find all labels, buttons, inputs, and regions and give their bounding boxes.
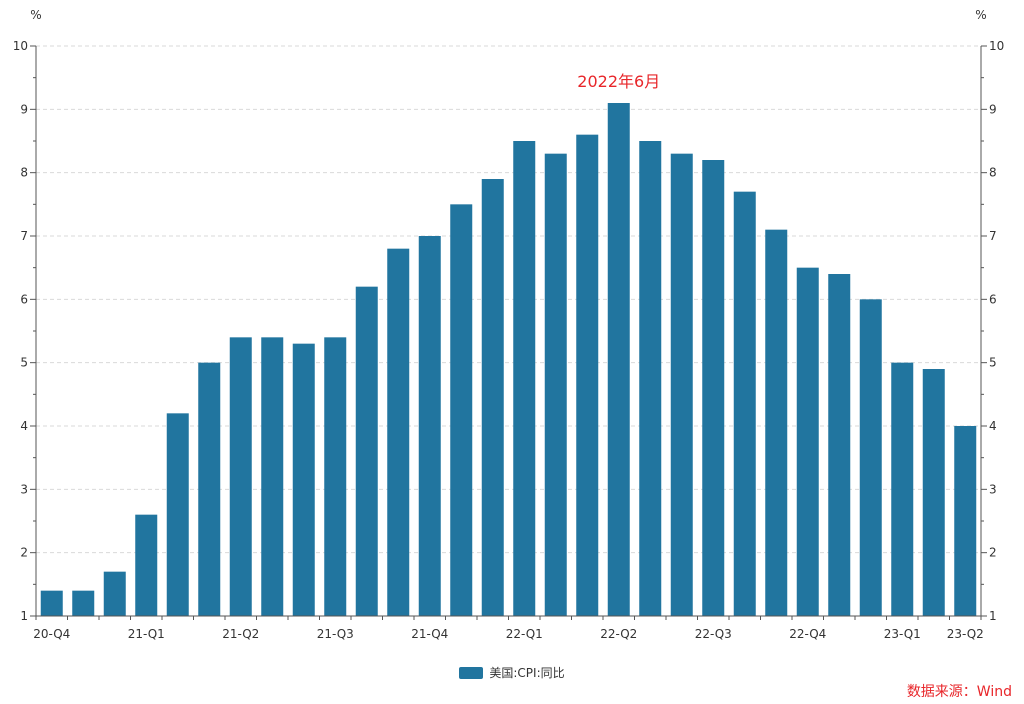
bar[interactable] xyxy=(765,229,788,616)
x-tick-label: 22-Q2 xyxy=(600,627,637,641)
y-tick-label-right: 3 xyxy=(989,482,997,496)
bar[interactable] xyxy=(544,153,567,616)
x-tick-label: 23-Q2 xyxy=(947,627,984,641)
x-tick-label: 21-Q2 xyxy=(222,627,259,641)
x-tick-label: 23-Q1 xyxy=(884,627,921,641)
y-tick-label-right: 9 xyxy=(989,102,997,116)
y-tick-label-right: 6 xyxy=(989,292,997,306)
bar[interactable] xyxy=(954,426,977,616)
bar[interactable] xyxy=(40,590,63,616)
y-tick-label-right: 5 xyxy=(989,356,997,370)
bar[interactable] xyxy=(733,191,756,616)
bar[interactable] xyxy=(229,337,252,616)
y-unit-right: % xyxy=(975,8,986,22)
bar[interactable] xyxy=(261,337,284,616)
y-tick-label-left: 8 xyxy=(20,166,28,180)
y-tick-label-left: 4 xyxy=(20,419,28,433)
x-tick-label: 21-Q1 xyxy=(128,627,165,641)
y-tick-label-left: 5 xyxy=(20,356,28,370)
bar[interactable] xyxy=(576,134,599,616)
bar-series xyxy=(40,103,977,617)
bar[interactable] xyxy=(135,514,158,616)
x-tick-label: 22-Q1 xyxy=(506,627,543,641)
bar[interactable] xyxy=(828,274,851,616)
y-tick-label-left: 7 xyxy=(20,229,28,243)
legend-swatch xyxy=(459,666,484,679)
peak-annotation: 2022年6月 xyxy=(577,72,660,91)
x-tick-label: 22-Q4 xyxy=(789,627,826,641)
legend-label: 美国:CPI:同比 xyxy=(489,666,565,680)
grid-lines xyxy=(36,45,981,554)
bar[interactable] xyxy=(796,267,819,616)
y-tick-label-left: 3 xyxy=(20,482,28,496)
bar[interactable] xyxy=(639,141,662,616)
bar[interactable] xyxy=(418,236,441,616)
x-tick-label: 22-Q3 xyxy=(695,627,732,641)
x-tick-label: 21-Q4 xyxy=(411,627,448,641)
y-tick-label-right: 10 xyxy=(989,39,1004,53)
axes: 1 1 2 2 3 3 4 4 5 5 6 6 7 7 8 8 9 9 10 10 20-Q4 21-Q1 21-Q2 21-… xyxy=(13,39,1005,641)
legend: 美国:CPI:同比 xyxy=(0,664,1024,682)
bar[interactable] xyxy=(922,369,945,616)
bar[interactable] xyxy=(891,362,914,616)
bar[interactable] xyxy=(166,413,189,616)
bar[interactable] xyxy=(702,160,725,616)
bar[interactable] xyxy=(670,153,693,616)
legend-item-cpi[interactable]: 美国:CPI:同比 xyxy=(459,664,565,681)
data-source-label: 数据来源：Wind xyxy=(906,684,1012,700)
x-tick-label: 20-Q4 xyxy=(33,627,70,641)
x-tick-label: 21-Q3 xyxy=(317,627,354,641)
bar[interactable] xyxy=(450,204,473,617)
y-tick-label-right: 7 xyxy=(989,229,997,243)
y-tick-label-right: 2 xyxy=(989,546,997,560)
y-unit-left: % xyxy=(30,8,41,22)
bar[interactable] xyxy=(513,141,536,616)
bar[interactable] xyxy=(292,343,315,616)
y-tick-label-left: 2 xyxy=(20,546,28,560)
y-tick-label-right: 4 xyxy=(989,419,997,433)
bar[interactable] xyxy=(387,248,410,616)
y-tick-label-right: 1 xyxy=(989,609,997,623)
y-tick-label-left: 9 xyxy=(20,102,28,116)
bar[interactable] xyxy=(198,362,221,616)
y-tick-label-right: 8 xyxy=(989,166,997,180)
y-tick-label-left: 6 xyxy=(20,292,28,306)
bar[interactable] xyxy=(72,590,95,616)
bar[interactable] xyxy=(607,103,630,616)
bar[interactable] xyxy=(324,337,347,616)
y-tick-label-left: 1 xyxy=(20,609,28,623)
bar[interactable] xyxy=(355,286,378,616)
y-tick-label-left: 10 xyxy=(13,39,28,53)
bar[interactable] xyxy=(103,571,126,616)
bar[interactable] xyxy=(859,299,882,616)
bar[interactable] xyxy=(481,179,504,616)
